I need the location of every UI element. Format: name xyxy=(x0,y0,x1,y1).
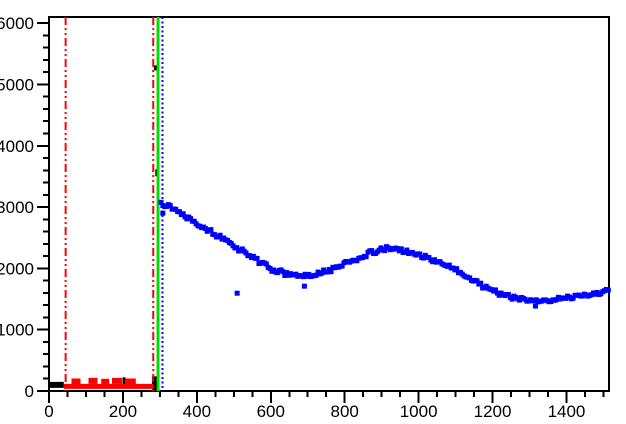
data-point-outlier xyxy=(234,290,240,296)
data-point xyxy=(517,297,523,303)
data-point xyxy=(605,287,611,293)
data-point xyxy=(570,295,576,301)
data-point xyxy=(158,199,164,205)
red-low-histogram xyxy=(63,377,154,389)
blue-waveform xyxy=(158,199,611,309)
data-point xyxy=(202,225,208,231)
data-point xyxy=(188,216,194,222)
y-axis: 0 1000 2000 3000 4000 5000 6000 xyxy=(0,14,49,401)
y-tick-label: 4000 xyxy=(0,137,34,156)
data-point xyxy=(267,266,273,272)
x-tick-label: 1200 xyxy=(474,402,512,421)
data-point xyxy=(208,227,214,233)
data-point xyxy=(426,255,432,261)
x-tick-label: 1400 xyxy=(548,402,586,421)
black-low-histogram-marker xyxy=(122,377,126,387)
y-tick-label: 1000 xyxy=(0,321,34,340)
red-low-histogram-marker xyxy=(88,377,98,384)
black-low-histogram-marker xyxy=(151,376,159,391)
data-point xyxy=(478,280,484,286)
data-point xyxy=(280,269,286,275)
data-point xyxy=(493,287,499,293)
y-tick-label: 3000 xyxy=(0,198,34,217)
data-point xyxy=(282,273,288,279)
plot-frame xyxy=(48,16,610,392)
y-tick-label: 5000 xyxy=(0,75,34,94)
data-point xyxy=(404,247,410,253)
data-point-outlier xyxy=(301,283,307,289)
red-low-histogram-marker xyxy=(112,377,123,384)
data-point xyxy=(339,263,345,269)
data-point xyxy=(319,270,325,276)
y-tick-label: 6000 xyxy=(0,14,34,33)
data-point xyxy=(509,296,515,302)
data-point xyxy=(217,232,223,238)
red-low-histogram-marker xyxy=(71,378,81,385)
data-point-outlier xyxy=(160,210,166,216)
y-tick-label: 0 xyxy=(25,382,34,401)
data-point xyxy=(505,292,511,298)
vertical-marker-lines xyxy=(64,17,164,391)
y-tick-label: 2000 xyxy=(0,259,34,278)
red-low-histogram-marker xyxy=(124,378,136,385)
data-point xyxy=(398,246,404,252)
red-low-histogram-marker xyxy=(101,378,110,385)
x-tick-label: 1000 xyxy=(400,402,438,421)
x-axis: 0 200 400 600 800 1000 1200 1400 xyxy=(44,391,605,421)
x-tick-label: 600 xyxy=(257,402,285,421)
x-tick-label: 400 xyxy=(183,402,211,421)
data-point xyxy=(328,269,334,275)
x-tick-label: 200 xyxy=(109,402,137,421)
x-tick-label: 0 xyxy=(44,402,53,421)
data-point xyxy=(167,203,173,209)
data-point xyxy=(234,245,240,251)
data-point xyxy=(446,262,452,268)
x-tick-label: 800 xyxy=(331,402,359,421)
data-point xyxy=(243,250,249,256)
data-point xyxy=(254,255,260,261)
data-point xyxy=(417,251,423,257)
data-point xyxy=(180,211,186,217)
data-point xyxy=(176,209,182,215)
data-point xyxy=(454,266,460,272)
data-point xyxy=(284,270,290,276)
data-point xyxy=(363,254,369,260)
data-point xyxy=(474,278,480,284)
data-point xyxy=(369,248,375,254)
data-point xyxy=(313,272,319,278)
data-point xyxy=(420,255,426,261)
data-point xyxy=(263,261,269,267)
data-point-outlier xyxy=(532,303,538,309)
data-point xyxy=(382,248,388,254)
